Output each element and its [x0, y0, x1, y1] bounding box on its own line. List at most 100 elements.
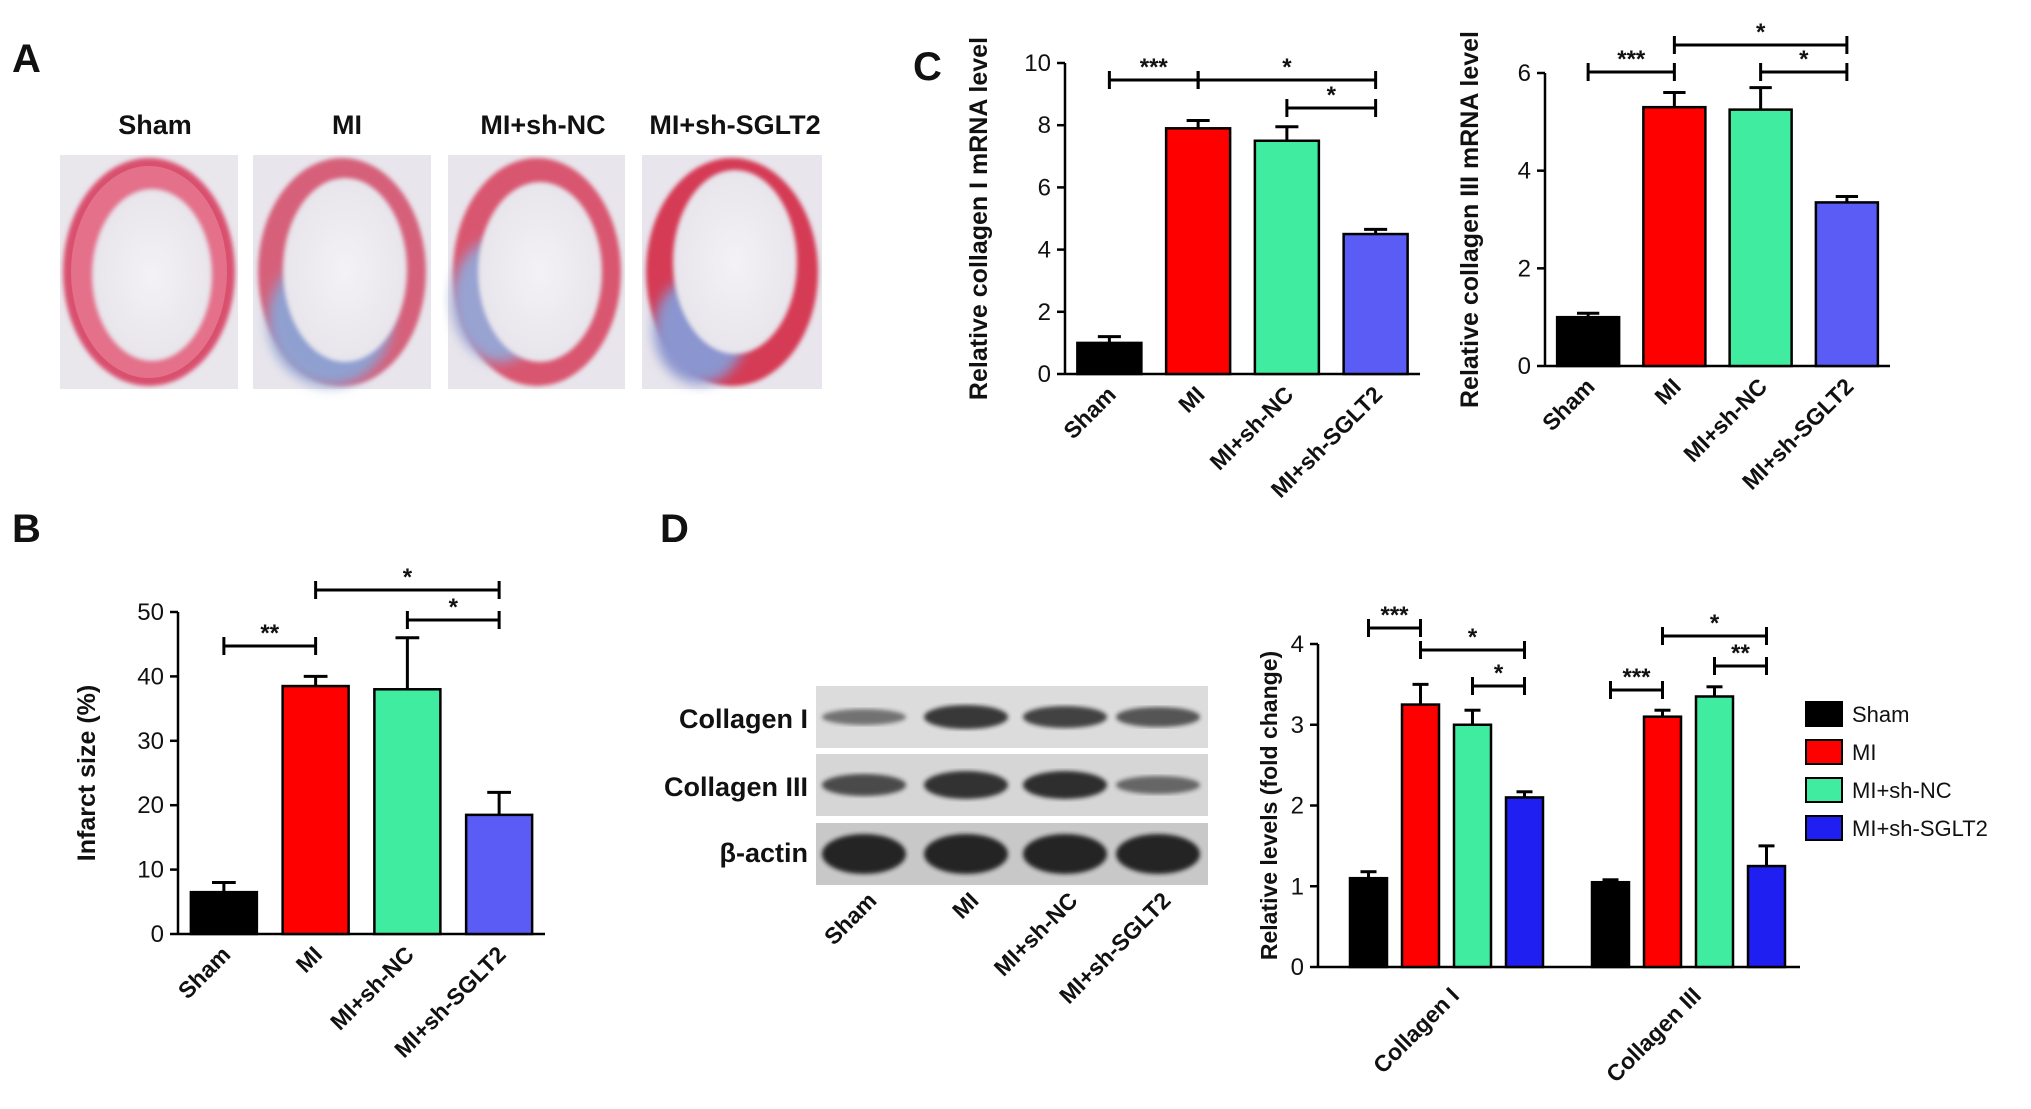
y-tick-label: 10 — [1024, 50, 1051, 77]
x-tick-label: Collagen III — [1601, 982, 1706, 1087]
bar — [1694, 695, 1735, 969]
y-tick-label: 0 — [1518, 353, 1531, 380]
legend-swatch — [1805, 739, 1843, 765]
bar — [1642, 715, 1683, 969]
significance-bracket-label: * — [1756, 19, 1766, 46]
legend-swatch — [1805, 815, 1843, 841]
significance-bracket-label: * — [1799, 46, 1809, 73]
blot-label-collagen-iii: Collagen III — [664, 772, 808, 802]
x-tick-label: Sham — [173, 941, 236, 1004]
bar — [1400, 703, 1441, 969]
x-tick-label: MI+sh-NC — [325, 941, 419, 1035]
x-tick-label: MI+sh-NC — [1678, 373, 1772, 467]
x-tick-label: MI — [1649, 373, 1685, 409]
blot-lane-label: MI+sh-NC — [989, 887, 1083, 981]
legend-swatch — [1805, 777, 1843, 803]
bar — [1504, 796, 1545, 969]
histology-header-sham: Sham — [118, 110, 192, 140]
y-tick-label: 1 — [1291, 873, 1304, 900]
blot-lane-label: Sham — [819, 887, 882, 950]
bar — [1348, 876, 1389, 969]
bar — [1728, 108, 1793, 368]
y-tick-label: 0 — [1291, 954, 1304, 981]
significance-bracket-label: * — [449, 594, 459, 621]
blot-band — [1023, 834, 1107, 874]
x-tick-label: MI+sh-NC — [1205, 381, 1299, 475]
bar — [1342, 232, 1409, 376]
legend-swatch — [1805, 701, 1843, 727]
bar — [1814, 201, 1880, 368]
bar — [189, 890, 259, 936]
blot-band — [924, 771, 1008, 799]
y-tick-label: 2 — [1518, 255, 1531, 282]
significance-bracket-label: * — [403, 564, 413, 591]
significance-bracket-label: * — [1282, 54, 1292, 81]
significance-bracket-label: *** — [1140, 54, 1169, 81]
blot-band — [924, 705, 1008, 729]
y-tick-label: 2 — [1038, 299, 1051, 326]
histology-image-mi-sh-nc — [448, 155, 625, 389]
bar — [373, 688, 442, 936]
y-axis-label: Relative collagen III mRNA level — [1456, 31, 1484, 408]
blot-band — [1023, 706, 1107, 728]
significance-bracket-label: * — [1468, 624, 1478, 651]
x-tick-label: MI — [1173, 381, 1209, 417]
bar — [1590, 880, 1631, 969]
bar — [1452, 723, 1493, 969]
y-tick-label: 4 — [1291, 631, 1304, 658]
blot-band — [1116, 776, 1200, 794]
bar — [281, 684, 350, 936]
histology-header-mi: MI — [332, 110, 362, 140]
histology-header-mi-sh-sglt2: MI+sh-SGLT2 — [649, 110, 820, 140]
significance-bracket-label: * — [1327, 82, 1337, 109]
bar — [1555, 315, 1621, 368]
y-tick-label: 10 — [137, 857, 164, 884]
bar — [1642, 105, 1707, 368]
histology-header-mi-sh-nc: MI+sh-NC — [480, 110, 605, 140]
bar — [1164, 127, 1232, 376]
legend-label: Sham — [1852, 702, 1909, 727]
significance-bracket-label: *** — [1380, 602, 1409, 629]
blot-band — [1023, 771, 1107, 799]
panel-label-d: D — [660, 507, 689, 551]
y-tick-label: 0 — [151, 921, 164, 948]
significance-bracket-label: ** — [1731, 640, 1750, 667]
y-tick-label: 0 — [1038, 361, 1051, 388]
blot-band — [822, 709, 906, 725]
y-tick-label: 40 — [137, 663, 164, 690]
significance-bracket-label: ** — [260, 620, 279, 647]
histology-image-mi — [253, 155, 431, 389]
panel-label-b: B — [12, 507, 41, 551]
y-tick-label: 3 — [1291, 712, 1304, 739]
panel-label-a: A — [12, 37, 41, 81]
y-tick-label: 4 — [1038, 237, 1051, 264]
y-axis-label: Relative levels (fold change) — [1256, 651, 1282, 960]
bar — [1253, 139, 1321, 376]
panel-label-c: C — [913, 45, 942, 89]
bar — [464, 813, 534, 936]
y-tick-label: 2 — [1291, 793, 1304, 820]
western-blot: Collagen I Collagen III β-actin Sham MI MI… — [664, 686, 1208, 1009]
bar — [1076, 341, 1143, 376]
legend-label: MI — [1852, 740, 1876, 765]
y-tick-label: 30 — [137, 728, 164, 755]
blot-label-beta-actin: β-actin — [720, 838, 809, 868]
significance-bracket-label: *** — [1622, 664, 1651, 691]
blot-band — [1116, 834, 1200, 874]
significance-bracket-label: * — [1710, 610, 1720, 637]
blot-band — [822, 834, 906, 874]
y-tick-label: 50 — [137, 599, 164, 626]
blot-band — [924, 834, 1008, 874]
y-tick-label: 20 — [137, 792, 164, 819]
x-tick-label: MI — [291, 941, 327, 977]
x-tick-label: Collagen I — [1368, 982, 1464, 1078]
bar — [1746, 864, 1787, 969]
blot-lane-label: MI — [947, 887, 983, 923]
blot-label-collagen-i: Collagen I — [679, 704, 808, 734]
y-tick-label: 6 — [1518, 60, 1531, 87]
blot-band — [1116, 707, 1200, 727]
